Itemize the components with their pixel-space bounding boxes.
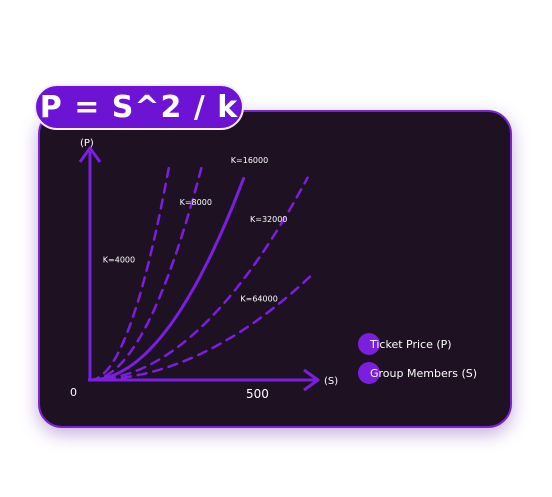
- curve-k-16000: [88, 176, 246, 382]
- curve-k-4000: [88, 160, 172, 382]
- x-axis-label: (S): [324, 376, 338, 387]
- curve-label-k-64000: K=64000: [240, 295, 277, 304]
- origin-label: 0: [70, 386, 77, 399]
- curve-k-64000: [88, 271, 316, 382]
- curve-label-group: K=4000 K=8000 K=16000 K=32000 K=64000: [103, 156, 288, 304]
- formula-badge: P = S^2 / k: [34, 84, 244, 130]
- formula-text: P = S^2 / k: [39, 89, 239, 125]
- y-axis-label: (P): [80, 138, 94, 149]
- y-axis-arrowhead: [78, 146, 102, 163]
- curve-label-k-16000: K=16000: [231, 156, 268, 165]
- curve-group: [88, 160, 316, 382]
- legend-swatch-ticket-price: [358, 333, 380, 355]
- legend-label-group-members: Group Members (S): [370, 366, 478, 380]
- curve-k-32000: [88, 176, 309, 382]
- x-tick-label: 500: [246, 387, 269, 401]
- curve-label-k-32000: K=32000: [250, 215, 287, 224]
- curve-k-8000: [88, 164, 204, 382]
- curve-label-k-8000: K=8000: [180, 198, 212, 207]
- curve-label-k-4000: K=4000: [103, 255, 135, 264]
- legend-item-ticket-price: Ticket Price (P): [358, 333, 452, 355]
- legend-label-ticket-price: Ticket Price (P): [370, 337, 452, 351]
- legend-swatch-group-members: [358, 362, 380, 384]
- legend-item-group-members: Group Members (S): [358, 362, 477, 384]
- x-axis-arrowhead: [303, 368, 320, 392]
- axes-group: [78, 146, 320, 392]
